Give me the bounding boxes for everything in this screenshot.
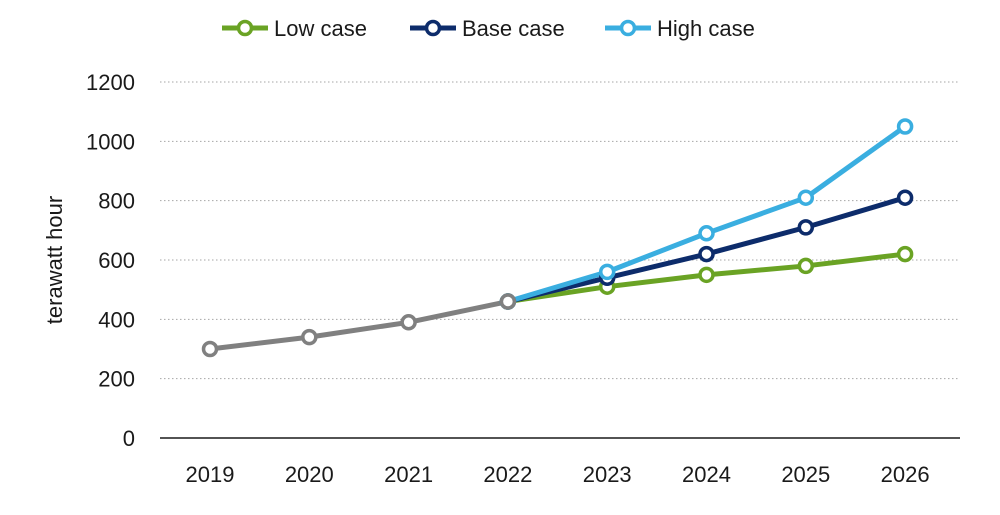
high-case-point (698, 225, 715, 242)
historical-point (400, 314, 417, 331)
y-tick-label: 1000 (86, 129, 135, 154)
x-tick-label: 2026 (881, 462, 930, 487)
historical-point (201, 340, 219, 358)
legend-label-low-case: Low case (274, 16, 367, 41)
base-case-point (896, 189, 914, 206)
x-tick-label: 2023 (583, 462, 632, 487)
x-tick-label: 2025 (781, 462, 830, 487)
y-axis-title: terawatt hour (42, 196, 67, 324)
low-case-point (797, 257, 815, 275)
legend-marker-high-case (619, 19, 637, 37)
x-tick-label: 2021 (384, 462, 433, 487)
x-tick-label: 2024 (682, 462, 731, 487)
legend-label-high-case: High case (657, 16, 755, 41)
legend-label-base-case: Base case (462, 16, 565, 41)
legend-marker-base-case (424, 19, 442, 37)
y-tick-label: 800 (98, 189, 135, 214)
x-axis-ticks: 2019 2020 2021 2022 2023 2024 2025 2026 (186, 462, 930, 487)
series-points (201, 118, 914, 358)
legend-marker-low-case (236, 19, 254, 37)
high-case-point (598, 263, 616, 281)
high-case-point (797, 189, 815, 206)
x-tick-label: 2019 (186, 462, 235, 487)
y-tick-label: 600 (98, 248, 135, 273)
historical-point (301, 328, 318, 346)
series-lines (207, 124, 908, 352)
legend: Low case Base case High case (222, 16, 755, 41)
x-tick-label: 2020 (285, 462, 334, 487)
y-axis-ticks: 0 200 400 600 800 1000 1200 (86, 70, 135, 451)
base-case-point (797, 219, 815, 236)
historical-line (207, 299, 511, 352)
y-tick-label: 1200 (86, 70, 135, 95)
base-case-point (698, 245, 715, 263)
high-case-point (896, 118, 914, 135)
historical-point (499, 293, 517, 310)
y-tick-label: 200 (98, 367, 135, 392)
x-tick-label: 2022 (483, 462, 532, 487)
low-case-point (698, 266, 715, 284)
y-tick-label: 400 (98, 307, 135, 332)
gridlines (160, 81, 960, 380)
low-case-point (896, 245, 914, 263)
y-tick-label: 0 (123, 426, 135, 451)
